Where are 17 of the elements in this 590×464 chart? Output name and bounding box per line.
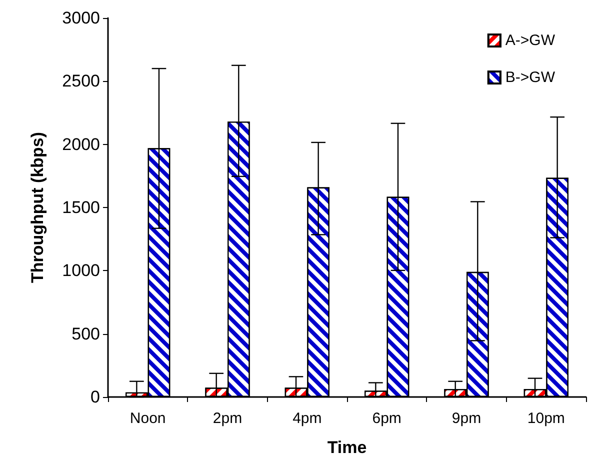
x-tick-label: Noon xyxy=(130,410,166,427)
y-tick-label: 3000 xyxy=(62,8,100,28)
legend-label: A->GW xyxy=(505,32,556,49)
y-tick-label: 2500 xyxy=(62,72,100,91)
x-axis-title: Time xyxy=(327,438,367,457)
legend-label: B->GW xyxy=(505,69,556,86)
y-tick-label: 2000 xyxy=(62,134,100,154)
x-tick-label: 4pm xyxy=(292,410,322,427)
x-tick-label: 10pm xyxy=(527,410,565,427)
y-axis-title: Throughput (kbps) xyxy=(28,132,47,284)
x-tick-label: 9pm xyxy=(452,410,482,427)
y-tick-label: 1500 xyxy=(62,198,100,217)
x-tick-label: 2pm xyxy=(212,410,242,427)
y-tick-label: 500 xyxy=(72,324,100,344)
y-tick-label: 0 xyxy=(90,388,100,406)
y-tick-label: 1000 xyxy=(62,261,100,280)
x-tick-label: 6pm xyxy=(372,410,402,427)
